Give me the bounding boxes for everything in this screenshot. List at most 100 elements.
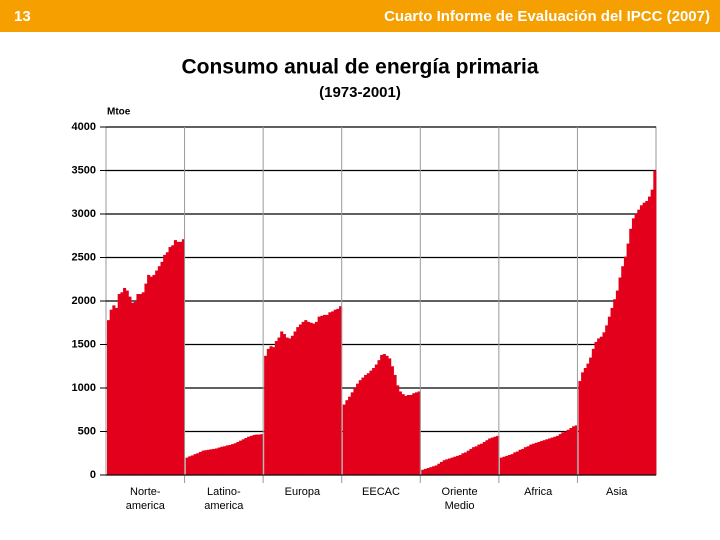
bar bbox=[529, 444, 533, 475]
bar bbox=[597, 338, 601, 475]
y-tick-label: 2000 bbox=[72, 295, 96, 307]
bar bbox=[510, 454, 514, 475]
bar bbox=[642, 202, 646, 475]
bar bbox=[553, 436, 557, 475]
bar bbox=[631, 218, 636, 475]
chart-title: Consumo anual de energía primaria bbox=[181, 56, 538, 79]
bar bbox=[578, 381, 582, 475]
bar bbox=[361, 377, 365, 475]
bar bbox=[618, 277, 622, 475]
bar bbox=[477, 444, 481, 475]
bar bbox=[188, 456, 192, 475]
bar bbox=[257, 434, 261, 475]
bar bbox=[431, 466, 436, 475]
bar bbox=[398, 391, 402, 475]
y-tick-label: 3000 bbox=[72, 208, 96, 220]
bar bbox=[390, 366, 394, 475]
bar bbox=[117, 294, 121, 475]
bar bbox=[212, 448, 216, 475]
bar bbox=[331, 311, 335, 475]
bar bbox=[461, 453, 465, 475]
bar bbox=[382, 354, 386, 475]
x-tick-label: Europa bbox=[285, 486, 321, 498]
bar bbox=[615, 290, 619, 475]
bar bbox=[404, 395, 408, 475]
bar bbox=[165, 252, 169, 475]
bar bbox=[163, 254, 167, 475]
bar bbox=[426, 468, 430, 475]
bar bbox=[171, 245, 175, 475]
bar bbox=[206, 449, 211, 475]
bar bbox=[358, 380, 362, 475]
bar bbox=[247, 436, 251, 475]
bar bbox=[409, 394, 413, 475]
bar bbox=[209, 449, 213, 475]
bar bbox=[581, 372, 585, 475]
bar bbox=[288, 338, 292, 475]
bar bbox=[485, 440, 489, 475]
bar bbox=[564, 431, 568, 475]
bar bbox=[133, 301, 137, 475]
bar bbox=[364, 374, 368, 475]
bar bbox=[336, 308, 340, 475]
bar bbox=[147, 274, 151, 475]
bar bbox=[317, 316, 321, 475]
y-tick-label: 1500 bbox=[72, 338, 96, 350]
bar bbox=[345, 400, 349, 475]
bar bbox=[112, 305, 116, 475]
bar bbox=[566, 429, 570, 475]
header-source: Cuarto Informe de Evaluación del IPCC (2… bbox=[384, 8, 710, 25]
bar bbox=[220, 446, 224, 475]
bar bbox=[490, 437, 494, 475]
bar bbox=[542, 440, 546, 475]
bar bbox=[406, 394, 410, 475]
bar bbox=[139, 294, 143, 475]
bar bbox=[348, 396, 352, 475]
bar bbox=[266, 348, 270, 475]
bar bbox=[277, 337, 281, 475]
bar bbox=[437, 463, 441, 475]
bar bbox=[179, 241, 183, 475]
bar bbox=[421, 469, 425, 475]
bar bbox=[396, 385, 400, 475]
bar bbox=[282, 334, 286, 475]
bar bbox=[480, 443, 484, 475]
bar bbox=[412, 393, 416, 475]
bar bbox=[626, 243, 630, 475]
bar bbox=[144, 283, 148, 475]
bar bbox=[328, 312, 332, 475]
y-tick-label: 0 bbox=[90, 469, 96, 481]
bar bbox=[464, 452, 468, 475]
bar bbox=[185, 457, 189, 475]
bar bbox=[249, 435, 253, 475]
bar bbox=[605, 325, 609, 475]
bar bbox=[181, 239, 185, 475]
bar bbox=[450, 457, 454, 475]
bar bbox=[496, 435, 500, 475]
y-tick-label: 4000 bbox=[72, 121, 96, 133]
bar bbox=[115, 307, 119, 475]
bar bbox=[594, 341, 598, 475]
bar bbox=[469, 448, 473, 475]
bar bbox=[414, 392, 419, 475]
bar bbox=[306, 321, 311, 475]
bar bbox=[637, 209, 641, 475]
bar bbox=[225, 445, 229, 475]
bar bbox=[339, 306, 343, 475]
y-tick-label: 1000 bbox=[72, 382, 96, 394]
bar bbox=[333, 309, 337, 475]
bar bbox=[558, 434, 562, 475]
bar bbox=[521, 448, 525, 475]
bar bbox=[155, 270, 159, 475]
bar bbox=[515, 451, 519, 475]
bar bbox=[239, 440, 243, 475]
bar bbox=[653, 170, 657, 475]
bar bbox=[423, 468, 428, 475]
bar bbox=[136, 294, 140, 475]
bar bbox=[629, 228, 633, 475]
bar bbox=[204, 450, 208, 475]
bar bbox=[429, 467, 433, 475]
bar bbox=[385, 355, 389, 475]
bar bbox=[572, 426, 576, 475]
